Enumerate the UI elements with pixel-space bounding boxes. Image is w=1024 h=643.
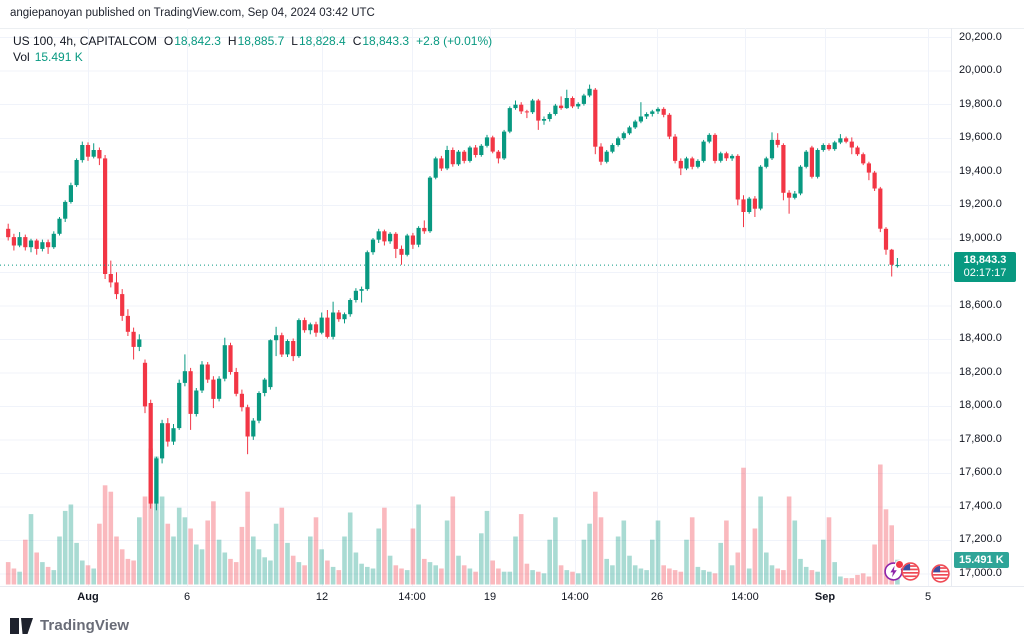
- last-price: 18,843.3: [963, 254, 1007, 266]
- price-tick-label: 18,600.0: [959, 298, 1002, 311]
- time-tick-label: 12: [315, 591, 329, 603]
- price-tick-label: 19,200.0: [959, 198, 1002, 211]
- volume-series: [5, 448, 900, 585]
- us-flag-icon: [901, 562, 920, 581]
- price-tick-label: 18,000.0: [959, 399, 1002, 412]
- price-tick-label: 19,000.0: [959, 231, 1002, 244]
- legend[interactable]: US 100, 4h, CAPITALCOM O18,842.3 H18,885.7…: [13, 34, 492, 49]
- us-flag-icon: [931, 564, 950, 583]
- price-tick-label: 17,200.0: [959, 533, 1002, 546]
- tradingview-mark-icon: [10, 617, 33, 634]
- brand-name: TradingView: [40, 617, 130, 634]
- ohlc-letter: H: [227, 34, 237, 48]
- time-tick-label: 14:00: [561, 591, 589, 603]
- volume-label: Vol: [13, 50, 30, 64]
- event-marker-us-economy-1[interactable]: [901, 562, 920, 581]
- ohlc-letter: C: [352, 34, 362, 48]
- time-tick-label: Aug: [77, 591, 99, 603]
- time-tick-label: 14:00: [731, 591, 759, 603]
- price-tick-label: 19,800.0: [959, 97, 1002, 110]
- price-tick-label: 17,600.0: [959, 466, 1002, 479]
- ohlc-value: 18,828.4: [298, 34, 346, 48]
- pane-top-border: [0, 28, 1024, 29]
- time-tick-label: 26: [650, 591, 664, 603]
- attribution-text: angiepanoyan published on TradingView.co…: [10, 7, 375, 19]
- price-tick-label: 18,400.0: [959, 332, 1002, 345]
- price-badge: 18,843.3 02:17:17: [954, 252, 1016, 282]
- ohlc-value: 18,843.3: [362, 34, 410, 48]
- symbol-title: US 100, 4h, CAPITALCOM: [13, 34, 157, 48]
- time-tick-label: 6: [183, 591, 191, 603]
- price-tick-label: 19,600.0: [959, 131, 1002, 144]
- time-tick-label: 19: [483, 591, 497, 603]
- price-tick-label: 20,200.0: [959, 30, 1002, 43]
- time-tick-label: 14:00: [398, 591, 426, 603]
- price-tick-label: 17,800.0: [959, 432, 1002, 445]
- ohlc-value: 18,842.3: [174, 34, 221, 48]
- volume-badge: 15.491 K: [954, 552, 1009, 568]
- volume-value: 15.491 K: [34, 50, 83, 64]
- ohlc-value: 18,885.7: [237, 34, 285, 48]
- gridlines: [0, 28, 951, 586]
- candlestick-series: [6, 84, 900, 511]
- bar-countdown: 02:17:17: [963, 267, 1007, 279]
- time-axis[interactable]: Aug 6 12 14:00 19 14:00 26 14:00 Sep 5: [0, 586, 1024, 609]
- ohlc-values: O18,842.3 H18,885.7 L18,828.4 C18,843.3: [157, 34, 409, 48]
- tradingview-logo[interactable]: TradingView: [10, 617, 129, 634]
- volume-badge-value: 15.491 K: [959, 554, 1004, 566]
- price-tick-label: 19,400.0: [959, 164, 1002, 177]
- time-tick-label: Sep: [814, 591, 836, 603]
- time-tick-label: 5: [924, 591, 932, 603]
- price-axis[interactable]: 20,200.0 20,000.0 19,800.0 19,600.0 19,400.0…: [951, 28, 1024, 586]
- notification-dot: [895, 560, 904, 569]
- ohlc-letter: O: [163, 34, 174, 48]
- price-tick-label: 18,200.0: [959, 365, 1002, 378]
- price-tick-label: 20,000.0: [959, 64, 1002, 77]
- volume-legend[interactable]: Vol 15.491 K: [13, 50, 83, 65]
- ohlc-letter: L: [291, 34, 298, 48]
- price-tick-label: 17,000.0: [959, 566, 1002, 579]
- event-marker-us-economy-2[interactable]: [931, 564, 950, 583]
- change-value: +2.8 (+0.01%): [416, 34, 493, 48]
- price-tick-label: 17,400.0: [959, 499, 1002, 512]
